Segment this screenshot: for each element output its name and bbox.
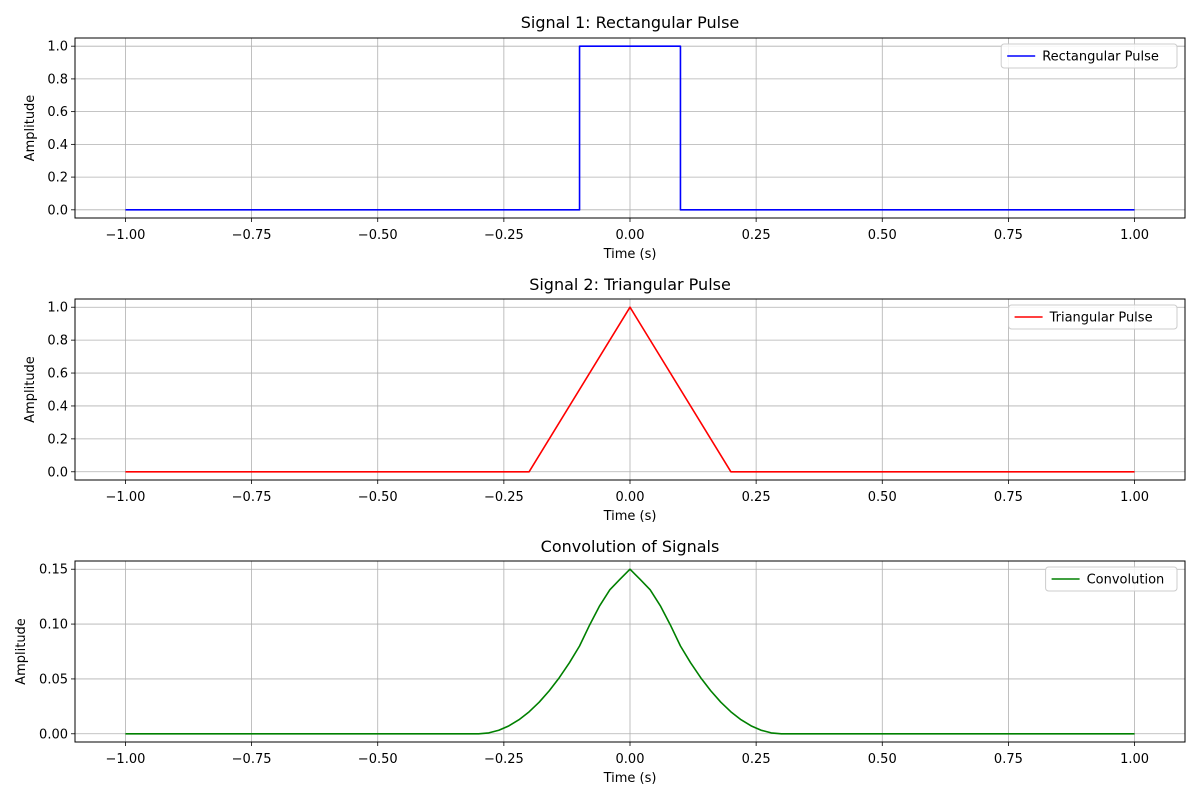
y-tick-label: 0.8: [47, 72, 68, 87]
x-tick-label: −0.50: [358, 752, 398, 767]
x-tick-label: −1.00: [106, 228, 146, 243]
x-tick-label: 0.00: [616, 490, 645, 505]
x-tick-label: −1.00: [106, 752, 146, 767]
y-tick-label: 0.8: [47, 334, 68, 349]
legend-1: Rectangular Pulse: [1000, 43, 1178, 69]
x-tick-label: −0.50: [358, 228, 398, 243]
x-axis-label-2: Time (s): [603, 509, 657, 524]
chart-title-2: Signal 2: Triangular Pulse: [529, 275, 731, 294]
x-tick-label: −0.25: [484, 228, 524, 243]
y-tick-label: 0.10: [39, 618, 68, 633]
x-ticks-3: −1.00 −0.75 −0.50 −0.25 0.00 0.25 0.50 0.75 1.00: [106, 742, 1149, 767]
subplot-1: −1.00 −0.75 −0.50 −0.25 0.00 0.25 0.50 0.75 1.00…: [23, 13, 1186, 262]
x-tick-label: 0.00: [616, 228, 645, 243]
y-tick-label: 0.2: [47, 171, 68, 186]
x-tick-label: 0.25: [742, 228, 771, 243]
x-tick-label: 0.50: [868, 752, 897, 767]
x-tick-label: 0.75: [994, 490, 1023, 505]
series-layer-2: [125, 306, 1135, 473]
x-ticks-1: −1.00 −0.75 −0.50 −0.25 0.00 0.25 0.50 0.75 1.00: [106, 218, 1149, 243]
y-tick-label: 0.2: [47, 432, 68, 447]
y-ticks-2: 0.0 0.2 0.4 0.6 0.8 1.0: [47, 301, 75, 480]
x-tick-label: 1.00: [1120, 490, 1149, 505]
y-tick-label: 0.0: [47, 465, 68, 480]
x-ticks-2: −1.00 −0.75 −0.50 −0.25 0.00 0.25 0.50 0.75 1.00: [106, 480, 1149, 505]
y-axis-label-3: Amplitude: [14, 618, 29, 685]
chart-title-3: Convolution of Signals: [541, 537, 720, 556]
x-tick-label: 1.00: [1120, 228, 1149, 243]
series-layer-3: [125, 568, 1135, 735]
y-tick-label: 1.0: [47, 40, 68, 55]
series-line: [125, 45, 1135, 211]
y-tick-label: 1.0: [47, 301, 68, 316]
legend-3: Convolution: [1045, 566, 1178, 592]
x-tick-label: −0.75: [232, 228, 272, 243]
chart-title-1: Signal 1: Rectangular Pulse: [521, 13, 740, 32]
legend-box: [1000, 43, 1178, 69]
legend-box: [1008, 304, 1178, 330]
legend-label: Triangular Pulse: [1049, 311, 1153, 326]
x-tick-label: 0.75: [994, 752, 1023, 767]
legend-label: Convolution: [1087, 573, 1165, 588]
x-tick-label: 0.75: [994, 228, 1023, 243]
x-tick-label: 0.50: [868, 490, 897, 505]
x-tick-label: −0.25: [484, 752, 524, 767]
y-tick-label: 0.00: [39, 727, 68, 742]
y-tick-label: 0.4: [47, 399, 68, 414]
y-ticks-1: 0.0 0.2 0.4 0.6 0.8 1.0: [47, 40, 75, 218]
legend-label: Rectangular Pulse: [1042, 50, 1159, 65]
y-ticks-3: 0.00 0.05 0.10 0.15: [39, 563, 75, 742]
x-tick-label: 0.25: [742, 490, 771, 505]
subplot-2: −1.00 −0.75 −0.50 −0.25 0.00 0.25 0.50 0.75 1.00…: [23, 275, 1186, 524]
x-tick-label: 0.50: [868, 228, 897, 243]
y-axis-label-1: Amplitude: [23, 95, 38, 162]
x-tick-label: 0.25: [742, 752, 771, 767]
series-line: [125, 306, 1135, 473]
x-axis-label-3: Time (s): [603, 771, 657, 786]
y-tick-label: 0.6: [47, 367, 68, 382]
x-tick-label: −0.25: [484, 490, 524, 505]
series-layer-1: [125, 45, 1135, 211]
y-tick-label: 0.6: [47, 105, 68, 120]
x-axis-label-1: Time (s): [603, 247, 657, 262]
y-tick-label: 0.15: [39, 563, 68, 578]
series-line: [125, 568, 1135, 735]
legend-2: Triangular Pulse: [1008, 304, 1178, 330]
legend-box: [1045, 566, 1178, 592]
x-tick-label: −0.75: [232, 752, 272, 767]
subplot-3: −1.00 −0.75 −0.50 −0.25 0.00 0.25 0.50 0.75 1.00…: [14, 537, 1186, 786]
y-tick-label: 0.05: [39, 672, 68, 687]
x-tick-label: 1.00: [1120, 752, 1149, 767]
x-tick-label: 0.00: [616, 752, 645, 767]
x-tick-label: −0.75: [232, 490, 272, 505]
y-axis-label-2: Amplitude: [23, 356, 38, 423]
x-tick-label: −1.00: [106, 490, 146, 505]
x-tick-label: −0.50: [358, 490, 398, 505]
y-tick-label: 0.0: [47, 203, 68, 218]
y-tick-label: 0.4: [47, 138, 68, 153]
